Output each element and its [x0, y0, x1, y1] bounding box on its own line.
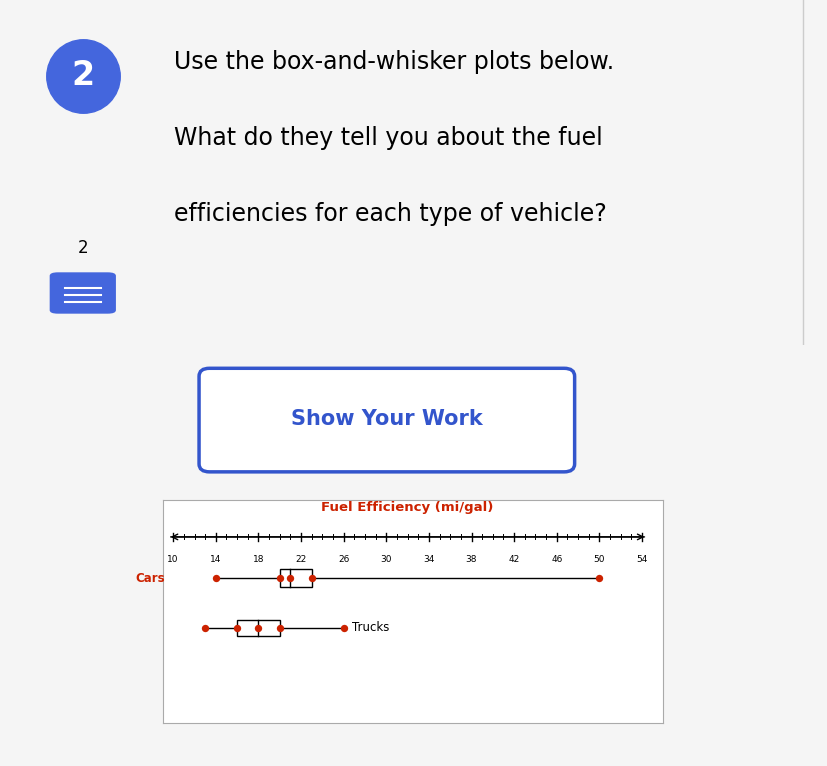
Text: Fuel Efficiency (mi/gal): Fuel Efficiency (mi/gal) — [321, 502, 493, 515]
Text: 50: 50 — [593, 555, 605, 564]
Point — [592, 572, 605, 584]
Point — [273, 622, 286, 634]
Text: 30: 30 — [380, 555, 391, 564]
FancyBboxPatch shape — [198, 368, 574, 472]
Point — [284, 572, 297, 584]
Text: 34: 34 — [423, 555, 434, 564]
Point — [273, 572, 286, 584]
Point — [198, 622, 212, 634]
Text: 42: 42 — [508, 555, 519, 564]
Text: Trucks: Trucks — [351, 621, 389, 634]
Text: 46: 46 — [551, 555, 562, 564]
Text: 26: 26 — [337, 555, 349, 564]
Bar — [280, 569, 311, 588]
Point — [337, 622, 350, 634]
Text: 10: 10 — [167, 555, 179, 564]
Text: efficiencies for each type of vehicle?: efficiencies for each type of vehicle? — [174, 201, 606, 226]
Point — [209, 572, 222, 584]
Point — [251, 622, 265, 634]
Point — [230, 622, 243, 634]
Text: 18: 18 — [252, 555, 264, 564]
Point — [76, 70, 89, 82]
Point — [304, 572, 318, 584]
Text: Show Your Work: Show Your Work — [290, 409, 482, 429]
Text: 22: 22 — [295, 555, 306, 564]
Text: 14: 14 — [210, 555, 222, 564]
Text: Cars: Cars — [135, 571, 165, 584]
Text: 2: 2 — [71, 59, 94, 93]
Text: 54: 54 — [635, 555, 647, 564]
Text: Use the box-and-whisker plots below.: Use the box-and-whisker plots below. — [174, 50, 614, 74]
Text: What do they tell you about the fuel: What do they tell you about the fuel — [174, 126, 602, 150]
FancyBboxPatch shape — [50, 272, 116, 314]
Bar — [237, 620, 280, 636]
Text: 2: 2 — [78, 239, 88, 257]
Text: 38: 38 — [466, 555, 476, 564]
